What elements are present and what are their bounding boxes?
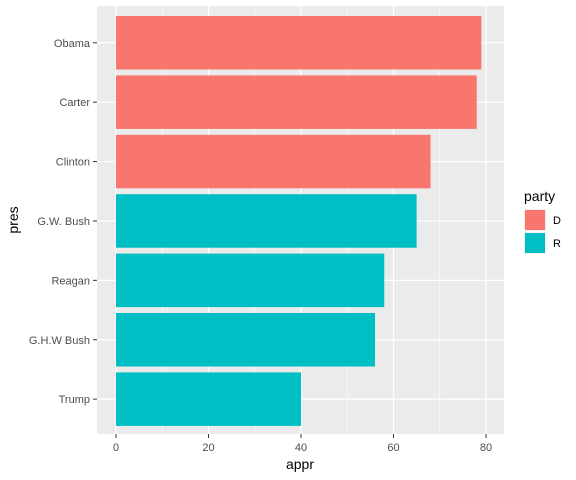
bar-g-h-w-bush [116,313,375,367]
legend-swatch-r [525,233,545,253]
bar-clinton [116,134,431,189]
x-tick-label: 80 [480,442,492,454]
x-axis: 0 20 40 60 80 [113,434,492,454]
legend: party DR [524,188,561,254]
y-tick-label: Reagan [51,275,90,287]
bar-reagan [116,253,385,308]
bars [116,16,482,426]
legend-label: D [553,215,561,227]
legend-label: R [553,238,561,250]
legend-entries: DR [524,209,561,254]
x-tick-label: 0 [113,442,119,454]
x-tick-label: 60 [387,442,399,454]
y-tick-label: G.W. Bush [37,216,90,228]
legend-title: party [524,188,555,204]
bar-carter [116,75,477,129]
legend-swatch-d [525,210,545,230]
y-axis: Obama Carter Clinton G.W. Bush Reagan G.H.W B… [29,38,97,406]
y-tick-label: G.H.W Bush [29,335,90,347]
bar-obama [116,16,482,70]
bar-g-w-bush [116,194,417,248]
y-tick-label: Carter [59,97,90,109]
x-tick-label: 20 [202,442,214,454]
bar-trump [116,372,301,426]
y-tick-label: Clinton [56,157,90,169]
y-tick-label: Trump [59,394,90,406]
x-tick-label: 40 [295,442,307,454]
y-tick-label: Obama [54,38,91,50]
x-axis-title: appr [286,456,314,472]
y-axis-title: pres [5,206,21,233]
